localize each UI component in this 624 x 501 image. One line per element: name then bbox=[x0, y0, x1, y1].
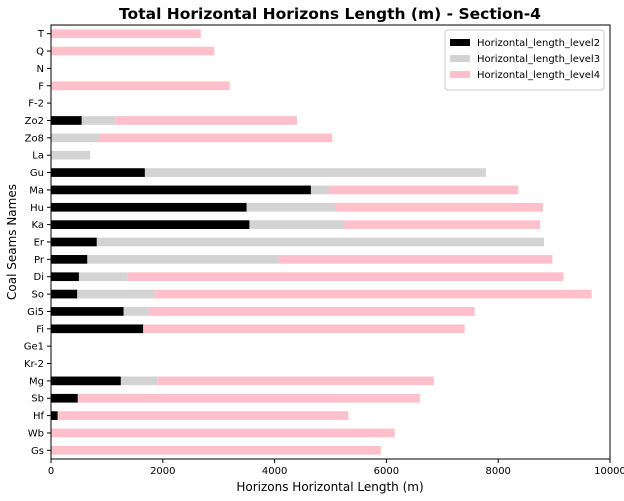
chart-title: Total Horizontal Horizons Length (m) - S… bbox=[119, 5, 541, 23]
bar-di-level2 bbox=[51, 272, 79, 282]
bar-er-level3 bbox=[96, 237, 545, 247]
y-tick-label-sb: Sb bbox=[31, 394, 44, 405]
bar-pr-level4 bbox=[278, 255, 553, 264]
legend-swatch-level3 bbox=[450, 55, 470, 62]
bar-ma-level3 bbox=[310, 185, 330, 195]
bar-t-level4 bbox=[51, 29, 201, 39]
bar-zo2-level3 bbox=[81, 116, 116, 125]
bar-hf-level2 bbox=[51, 411, 58, 420]
y-tick-label-hu: Hu bbox=[30, 203, 44, 214]
y-axis-label: Coal Seams Names bbox=[5, 184, 19, 300]
y-tick-label-la: La bbox=[32, 151, 44, 162]
y-tick-label-mg: Mg bbox=[29, 376, 44, 387]
bar-gs-level4 bbox=[51, 445, 381, 455]
legend-swatch-level2 bbox=[450, 39, 470, 46]
bar-gu-level2 bbox=[51, 168, 145, 177]
x-tick-label-0: 0 bbox=[48, 466, 54, 477]
y-tick-label-kr-2: Kr-2 bbox=[24, 359, 44, 370]
bar-q-level4 bbox=[51, 46, 215, 56]
bar-di-level3 bbox=[78, 272, 128, 282]
bar-ka-level2 bbox=[51, 220, 250, 229]
bar-di-level4 bbox=[127, 272, 564, 282]
legend-box bbox=[444, 29, 605, 91]
bar-so-level4 bbox=[154, 289, 592, 299]
bar-ka-level4 bbox=[344, 220, 541, 229]
bar-sb-level2 bbox=[51, 393, 78, 403]
bar-wb-level4 bbox=[51, 428, 395, 438]
legend-swatch-level4 bbox=[450, 71, 470, 78]
y-tick-label-wb: Wb bbox=[28, 428, 44, 439]
bar-mg-level3 bbox=[120, 376, 158, 386]
bar-zo2-level2 bbox=[51, 116, 82, 125]
y-tick-label-di: Di bbox=[34, 272, 44, 283]
x-tick-label-4000: 4000 bbox=[262, 466, 287, 477]
bar-so-level3 bbox=[77, 289, 155, 299]
y-tick-label-f: F bbox=[38, 81, 44, 92]
bar-pr-level3 bbox=[87, 255, 279, 264]
x-tick-label-10000: 10000 bbox=[594, 466, 624, 477]
y-tick-label-gs: Gs bbox=[31, 446, 44, 457]
bar-gi5-level2 bbox=[51, 307, 124, 316]
legend-label-level3: Horizontal_length_level3 bbox=[477, 54, 600, 65]
bar-ka-level3 bbox=[249, 220, 345, 229]
bars-group bbox=[51, 29, 592, 455]
legend-label-level4: Horizontal_length_level4 bbox=[477, 70, 600, 81]
y-tick-label-pr: Pr bbox=[34, 255, 45, 266]
y-tick-label-t: T bbox=[37, 29, 45, 40]
y-tick-label-fi: Fi bbox=[36, 324, 44, 335]
bar-hu-level2 bbox=[51, 202, 247, 212]
x-tick-label-2000: 2000 bbox=[150, 466, 175, 477]
bar-mg-level2 bbox=[51, 376, 121, 386]
y-tick-label-ma: Ma bbox=[29, 185, 44, 196]
bar-fi-level4 bbox=[143, 324, 465, 334]
x-axis-ticks: 0 2000 4000 6000 8000 10000 bbox=[48, 459, 624, 477]
y-tick-label-ge1: Ge1 bbox=[24, 342, 44, 353]
y-tick-label-q: Q bbox=[36, 47, 44, 58]
bar-hu-level4 bbox=[334, 202, 543, 212]
y-tick-label-so: So bbox=[32, 290, 44, 301]
bar-ma-level4 bbox=[329, 185, 519, 195]
legend: Horizontal_length_level2 Horizontal_lengt… bbox=[444, 29, 605, 91]
y-tick-label-hf: Hf bbox=[33, 411, 45, 422]
y-tick-label-gi5: Gi5 bbox=[27, 307, 44, 318]
bar-gi5-level4 bbox=[148, 307, 475, 316]
bar-hu-level3 bbox=[246, 202, 335, 212]
y-tick-label-zo2: Zo2 bbox=[25, 116, 44, 127]
bar-f-level4 bbox=[51, 81, 230, 91]
bar-zo8-level4 bbox=[98, 133, 333, 143]
y-tick-label-er: Er bbox=[34, 238, 45, 249]
bar-hf-level4 bbox=[57, 411, 349, 420]
x-axis-label: Horizons Horizontal Length (m) bbox=[236, 480, 423, 494]
bar-la-level3 bbox=[51, 150, 91, 160]
legend-label-level2: Horizontal_length_level2 bbox=[477, 38, 600, 49]
bar-er-level2 bbox=[51, 237, 97, 247]
x-tick-label-8000: 8000 bbox=[485, 466, 510, 477]
y-tick-label-gu: Gu bbox=[30, 168, 44, 179]
y-axis-ticks: Gs Wb Hf Sb Mg Kr-2 Ge1 Fi Gi5 So Di Pr Er Ka Hu Ma Gu La… bbox=[24, 29, 51, 457]
bar-gi5-level3 bbox=[123, 307, 149, 316]
y-tick-label-n: N bbox=[37, 64, 44, 75]
bar-zo2-level4 bbox=[115, 116, 297, 125]
bar-mg-level4 bbox=[157, 376, 434, 386]
bar-sb-level4 bbox=[77, 393, 420, 403]
bar-gu-level3 bbox=[144, 168, 486, 177]
bar-zo8-level3 bbox=[51, 133, 99, 143]
bar-pr-level2 bbox=[51, 255, 88, 264]
y-tick-label-ka: Ka bbox=[31, 220, 44, 231]
bar-ma-level2 bbox=[51, 185, 311, 195]
y-tick-label-zo8: Zo8 bbox=[25, 133, 44, 144]
bar-so-level2 bbox=[51, 289, 78, 299]
x-tick-label-6000: 6000 bbox=[374, 466, 399, 477]
y-tick-label-f-2: F-2 bbox=[28, 99, 44, 110]
bar-fi-level2 bbox=[51, 324, 144, 334]
